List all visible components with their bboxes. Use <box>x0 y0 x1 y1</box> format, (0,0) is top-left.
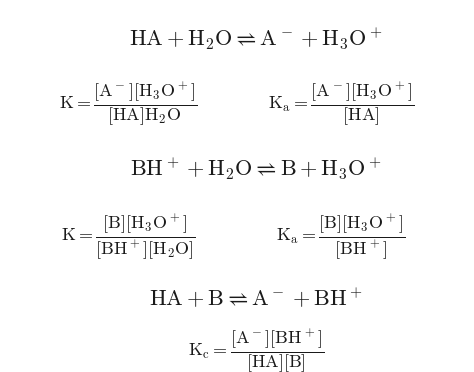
Text: $\mathrm{K = \dfrac{[A^-][H_3O^+]}{[HA]H_2O}}$: $\mathrm{K = \dfrac{[A^-][H_3O^+]}{[HA]H… <box>59 81 197 128</box>
Text: $\mathrm{K_c = \dfrac{[A^-][BH^+]}{[HA][B]}}$: $\mathrm{K_c = \dfrac{[A^-][BH^+]}{[HA][… <box>188 328 324 372</box>
Text: $\mathrm{BH^+ + H_2O \rightleftharpoons B + H_3O^+}$: $\mathrm{BH^+ + H_2O \rightleftharpoons … <box>130 156 382 182</box>
Text: $\mathrm{HA + H_2O \rightleftharpoons A^- + H_3O^+}$: $\mathrm{HA + H_2O \rightleftharpoons A^… <box>129 26 383 52</box>
Text: $\mathrm{K_a = \dfrac{[A^-][H_3O^+]}{[HA]}}$: $\mathrm{K_a = \dfrac{[A^-][H_3O^+]}{[HA… <box>268 81 415 128</box>
Text: $\mathrm{K = \dfrac{[B][H_3O^+]}{[BH^+][H_2O]}}$: $\mathrm{K = \dfrac{[B][H_3O^+]}{[BH^+][… <box>61 212 195 261</box>
Text: $\mathrm{HA + B \rightleftharpoons A^- + BH^+}$: $\mathrm{HA + B \rightleftharpoons A^- +… <box>149 287 363 312</box>
Text: $\mathrm{K_a = \dfrac{[B][H_3O^+]}{[BH^+]}}$: $\mathrm{K_a = \dfrac{[B][H_3O^+]}{[BH^+… <box>276 212 406 261</box>
